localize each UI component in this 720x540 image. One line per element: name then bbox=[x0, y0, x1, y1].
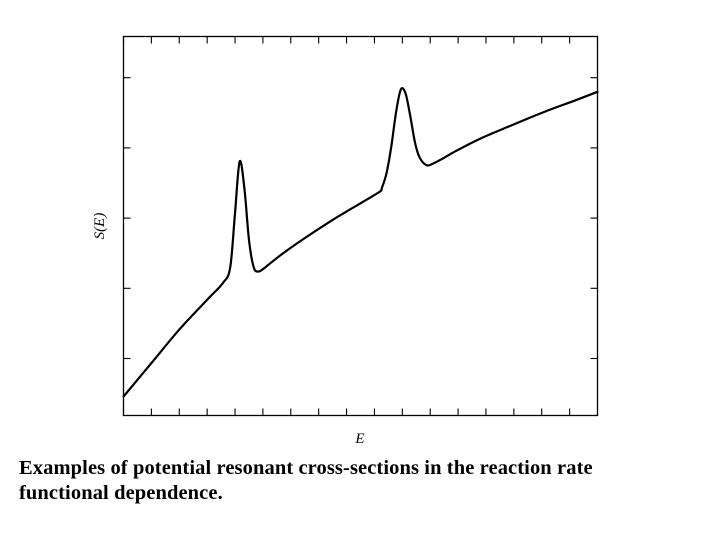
cross-section-curve bbox=[122, 87, 599, 398]
x-axis-label: E bbox=[354, 431, 364, 447]
y-axis-label: S(E) bbox=[92, 213, 108, 240]
chart: E S(E) bbox=[92, 35, 599, 447]
plot-frame bbox=[122, 35, 599, 417]
figure-caption: Examples of potential resonant cross-sec… bbox=[19, 456, 709, 506]
caption-line-1: Examples of potential resonant cross-sec… bbox=[19, 457, 593, 479]
axis-ticks bbox=[122, 36, 599, 416]
caption-line-2: functional dependence. bbox=[19, 482, 223, 504]
